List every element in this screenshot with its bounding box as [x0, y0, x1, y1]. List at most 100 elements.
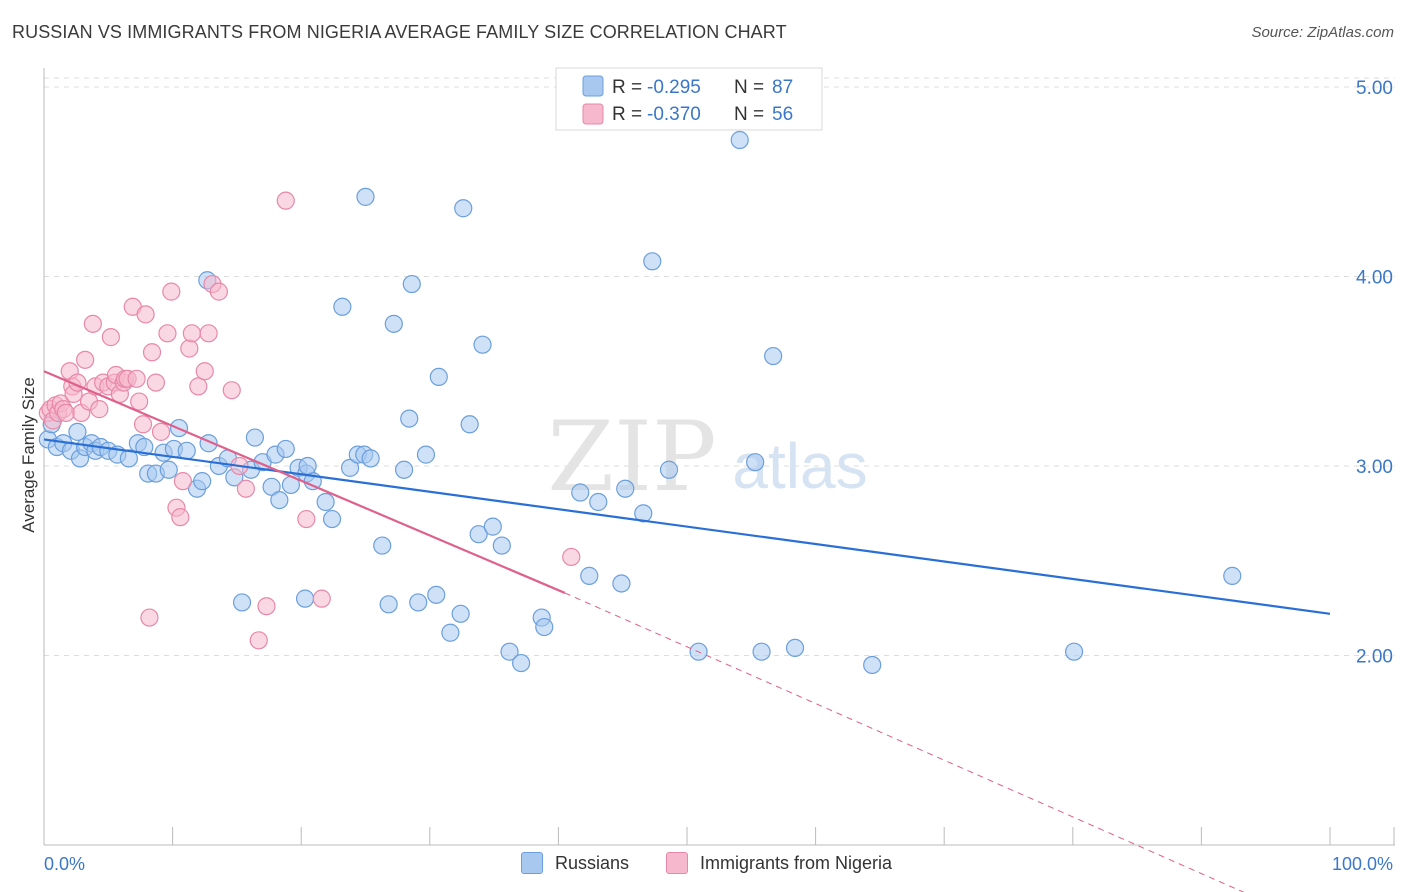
point-nigeria-42 [189, 377, 208, 396]
y-tick-label-1: 3.00 [1356, 457, 1393, 478]
x-tick-labels: 0.0% 100.0% [44, 854, 1393, 874]
correlation-legend: R = -0.295 N = 87 R = -0.370 N = 56 [555, 67, 823, 131]
point-russians-42 [322, 509, 342, 529]
point-nigeria-35 [158, 324, 177, 343]
point-russians-79 [659, 460, 679, 479]
source-label: Source: ZipAtlas.com [1251, 24, 1394, 41]
point-russians-63 [460, 415, 479, 434]
point-nigeria-50 [249, 631, 268, 650]
point-russians-36 [276, 439, 295, 459]
bottom-legend-label-nigeria: Immigrants from Nigeria [700, 852, 893, 873]
point-russians-89 [384, 314, 403, 333]
y-tick-label-3: 5.00 [1356, 78, 1393, 99]
point-russians-83 [752, 642, 771, 661]
point-nigeria-30 [133, 415, 153, 434]
point-russians-66 [483, 517, 502, 536]
point-russians-35 [270, 490, 289, 510]
trendline-nigeria-extension [564, 592, 1245, 892]
point-nigeria-41 [182, 324, 201, 343]
legend-r-value-1: -0.295 [647, 77, 701, 98]
x-tick-label-1: 100.0% [1332, 854, 1393, 874]
point-russians-5 [68, 422, 87, 441]
point-nigeria-7 [56, 403, 75, 423]
point-nigeria-17 [90, 400, 109, 419]
point-nigeria-49 [236, 479, 256, 498]
point-russians-53 [379, 595, 398, 614]
point-nigeria-43 [195, 362, 214, 381]
point-nigeria-33 [146, 373, 165, 392]
point-nigeria-53 [276, 191, 295, 210]
point-nigeria-31 [136, 305, 155, 324]
trend-lines [43, 370, 1331, 892]
point-russians-88 [1223, 566, 1242, 585]
point-russians-90 [409, 593, 428, 612]
point-russians-29 [232, 593, 252, 612]
point-russians-52 [373, 536, 392, 555]
point-nigeria-51 [257, 597, 276, 616]
point-russians-43 [298, 456, 317, 476]
bottom-legend-item-russians: Russians [521, 852, 629, 874]
point-russians-50 [356, 187, 375, 206]
x-tick-label-0: 0.0% [44, 854, 85, 874]
legend-swatch-nigeria [582, 103, 604, 125]
point-russians-22 [177, 441, 196, 460]
gridlines [44, 77, 1395, 656]
point-russians-60 [441, 623, 460, 642]
point-nigeria-20 [101, 328, 120, 347]
point-nigeria-44 [199, 324, 218, 343]
point-nigeria-34 [151, 422, 171, 441]
point-russians-73 [580, 566, 599, 585]
chart-title: RUSSIAN VS IMMIGRANTS FROM NIGERIA AVERA… [12, 22, 787, 42]
point-russians-75 [612, 574, 631, 593]
point-russians-62 [454, 199, 473, 218]
legend-r-label-2: R = [612, 104, 642, 125]
axes [43, 68, 1395, 846]
point-russians-82 [746, 453, 765, 472]
point-russians-45 [295, 589, 315, 608]
point-russians-58 [427, 585, 446, 604]
point-russians-61 [451, 604, 470, 623]
point-russians-41 [316, 492, 335, 512]
point-nigeria-15 [83, 314, 102, 333]
y-tick-labels: 2.00 3.00 4.00 5.00 [1356, 78, 1393, 668]
legend-n-label-1: N = [734, 77, 764, 98]
legend-n-label-2: N = [734, 104, 764, 125]
legend-swatch-russians [582, 75, 604, 97]
point-russians-51 [361, 449, 380, 468]
point-russians-84 [764, 346, 783, 366]
point-russians-59 [429, 367, 448, 387]
legend-n-value-2: 56 [772, 104, 793, 125]
point-russians-85 [785, 638, 805, 658]
bottom-legend-item-nigeria: Immigrants from Nigeria [666, 852, 892, 874]
legend-r-label-1: R = [612, 77, 642, 98]
point-nigeria-29 [130, 392, 149, 411]
point-russians-56 [402, 274, 421, 294]
trendline-nigeria [43, 370, 566, 594]
bottom-legend-label-russians: Russians [555, 852, 630, 873]
legend-n-value-1: 87 [772, 77, 793, 98]
point-russians-54 [394, 460, 414, 479]
series-russians-points [38, 130, 1242, 675]
point-russians-69 [512, 653, 531, 673]
point-russians-77 [634, 504, 653, 523]
y-tick-label-2: 4.00 [1356, 267, 1393, 288]
point-russians-15 [135, 437, 154, 457]
point-russians-67 [492, 536, 511, 555]
point-nigeria-36 [162, 282, 181, 301]
point-nigeria-52 [140, 608, 159, 627]
point-russians-31 [245, 428, 265, 447]
point-nigeria-46 [209, 282, 228, 301]
point-nigeria-28 [127, 369, 146, 388]
point-russians-87 [1064, 642, 1084, 661]
point-russians-65 [473, 335, 492, 354]
point-russians-71 [535, 617, 554, 637]
point-russians-78 [643, 252, 662, 271]
point-nigeria-13 [76, 350, 95, 369]
point-russians-68 [500, 642, 519, 661]
bottom-legend: Russians Immigrants from Nigeria [0, 852, 1406, 878]
bottom-legend-swatch-russians [521, 852, 543, 874]
point-russians-46 [333, 297, 352, 316]
legend-r-value-2: -0.370 [647, 104, 701, 125]
y-tick-label-0: 2.00 [1356, 646, 1393, 667]
